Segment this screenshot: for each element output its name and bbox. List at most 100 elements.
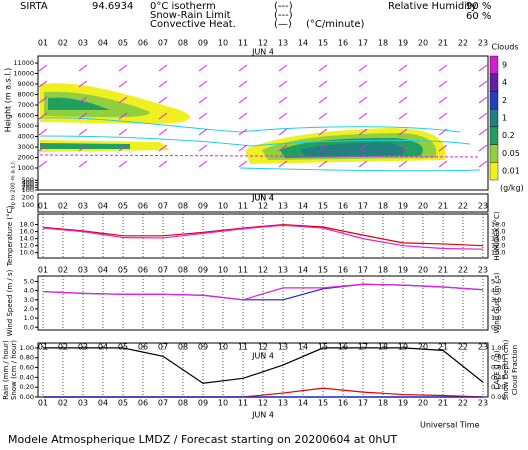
wind-arrow [358,144,368,152]
x-tick-label: 10 [218,39,228,48]
x-tick-label: 18 [378,39,388,48]
y-tick-label: 200 [22,184,34,192]
colorbar-swatch [489,126,499,145]
colorbar-label: 0.01 [502,167,520,176]
legend-label: Convective Heat. [150,19,236,30]
wind-arrow [478,80,488,88]
x-tick-label: 08 [178,39,188,48]
wind-arrow [78,64,88,72]
y2-tick-label: 100 [22,201,34,209]
y-tick-label: 9000 [17,80,34,88]
x-tick-label: 11 [238,39,248,48]
x-tick-label: 02 [58,266,68,275]
x-tick-label: 17 [358,399,368,408]
y2-tick-label: 14.0 [491,235,505,243]
cloud-area [44,91,150,118]
x-tick-label: 23 [478,202,488,211]
wind-arrow [438,128,448,136]
x-tick-label: 15 [318,266,328,275]
date-label: JUN 4 [251,48,274,57]
y2-tick-label: 5.0 [491,277,501,285]
x-tick-label: 22 [458,39,468,48]
wind-arrow [118,112,128,120]
x-tick-label: 05 [118,39,128,48]
y-tick-label: 1000 [17,164,34,172]
x-tick-label: 17 [358,39,368,48]
x-tick-label: 19 [398,39,408,48]
plot-frame [37,193,489,213]
wind-arrow [438,144,448,152]
x-tick-label: 06 [138,343,148,352]
y2-tick-label: 18.0 [491,221,505,229]
wind-arrow [238,112,248,120]
x-tick-label: 19 [398,343,408,352]
x-tick-label: 21 [438,39,448,48]
x-tick-label: 12 [258,39,268,48]
x-tick-label: 15 [318,39,328,48]
y-tick-label: 300 [22,181,34,189]
x-tick-label: 04 [98,266,108,275]
wind-arrow [358,96,368,104]
wind-arrow [478,144,488,152]
y2-tick-label: 0.0 [491,323,501,331]
x-tick-label: 17 [358,343,368,352]
wind-arrow [278,128,288,136]
wind-arrow [158,64,168,72]
x-tick-label: 16 [338,202,348,211]
colorbar-label: 2 [502,96,507,105]
y-tick-label: 16.0 [20,228,34,236]
x-tick-label: 04 [98,399,108,408]
x-tick-label: 03 [78,343,88,352]
station: SIRTA [20,1,48,12]
x-tick-label: 21 [438,399,448,408]
x-tick-label: 12 [258,202,268,211]
x-tick-label: 01 [38,266,48,275]
x-tick-label: 14 [298,39,308,48]
y-tick-label: 4.0 [24,287,34,295]
colorbar-swatch [489,73,499,92]
wind-arrow [198,96,208,104]
x-tick-label: 13 [278,202,288,211]
wind-arrow [478,112,488,120]
y2-tick-label: 3.0 [491,296,501,304]
x-tick-label: 04 [98,343,108,352]
x-tick-label: 03 [78,266,88,275]
x-tick-label: 18 [378,266,388,275]
wind-arrow [78,160,88,168]
wind-arrow [278,64,288,72]
date-label: JUN 4 [251,194,274,203]
wind-arrow [158,144,168,152]
wind-arrow [318,64,328,72]
y-tick-label: 1.00 [20,344,34,352]
series-axis-label: Cloud Fraction [511,345,519,395]
x-tick-label: 10 [218,399,228,408]
y2-tick-label: 4.0 [491,287,501,295]
colorbar-label: 0.05 [502,149,520,158]
wind-arrow [238,144,248,152]
y-tick-label: 7000 [17,101,34,109]
y-tick-label: 11000 [13,59,34,67]
x-tick-label: 21 [438,266,448,275]
series-line [43,347,484,384]
x-tick-label: 08 [178,399,188,408]
series-line [42,283,484,301]
wind-arrow [398,160,408,168]
wind-arrow [158,128,168,136]
date-label: JUN 4 [251,352,274,361]
x-tick-label: 11 [238,266,248,275]
wind-arrow [438,160,448,168]
x-tick-label: 21 [438,343,448,352]
x-tick-label: 08 [178,266,188,275]
y2-axis-title: Up to 200 m a.s.l. [11,160,17,209]
x-tick-label: 15 [318,202,328,211]
y2-tick-label: 0.60 [491,364,505,372]
wind-arrow [238,64,248,72]
colorbar-title: Clouds [491,43,518,52]
date-label: JUN 4 [251,194,274,203]
x-tick-label: 05 [118,399,128,408]
wind-arrow [318,80,328,88]
y-tick-label: 8000 [17,91,34,99]
wind-arrow [358,64,368,72]
x-tick-label: 07 [158,343,168,352]
wind-arrow [278,160,288,168]
